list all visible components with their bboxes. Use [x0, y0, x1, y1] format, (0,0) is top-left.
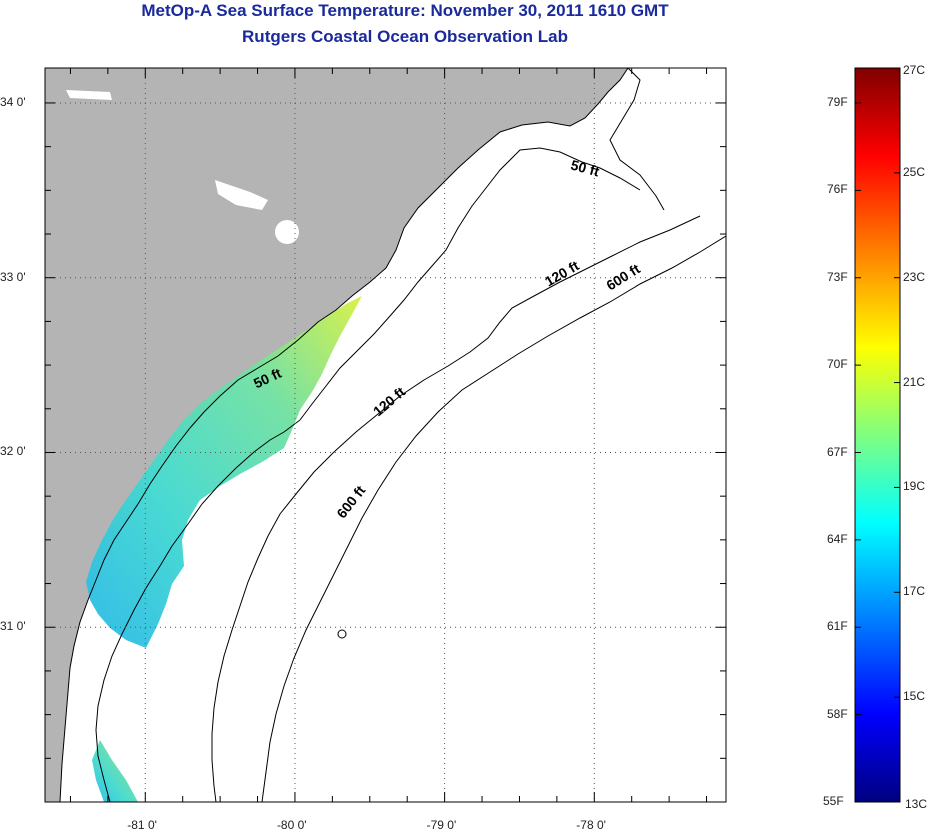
lat-tick-label: 34 0' — [0, 94, 26, 109]
map-subtitle: Rutgers Coastal Ocean Observation Lab — [242, 27, 568, 46]
colorbar-f-label: 70F — [827, 357, 848, 372]
lon-tick-label: -79 0' — [426, 818, 457, 832]
isobath-600ft — [261, 235, 726, 802]
colorbar-f-label: 64F — [827, 531, 848, 546]
colorbar-min-c: 13C — [905, 797, 928, 811]
colorbar-f-label: 76F — [827, 182, 848, 197]
colorbar-c-label: 21C — [903, 374, 926, 389]
colorbar-c-label: 25C — [903, 164, 926, 179]
isobath-50ft — [299, 147, 641, 421]
colorbar-f-label: 61F — [827, 619, 848, 634]
inland-lake — [215, 180, 268, 210]
map-frame — [44, 67, 727, 803]
lon-tick-label: -81 0' — [127, 818, 157, 832]
colorbar-c-label: 19C — [903, 479, 926, 494]
inland-lake — [66, 90, 112, 100]
colorbar-ticks — [855, 102, 900, 803]
axis-ticks — [45, 68, 726, 802]
lat-tick-label: 32 0' — [0, 444, 26, 459]
contour-label: 50 ft — [569, 157, 601, 180]
isobath-120ft — [211, 215, 701, 802]
graticule — [45, 68, 726, 802]
colorbar-f-label: 79F — [827, 95, 848, 109]
land-area — [45, 68, 628, 802]
lon-tick-label: -78 0' — [576, 818, 606, 832]
map-title: MetOp-A Sea Surface Temperature: Novembe… — [141, 1, 669, 20]
colorbar-c-label: 17C — [903, 584, 926, 599]
isobath-50ft — [95, 419, 301, 802]
colorbar-f-label: 58F — [827, 706, 848, 721]
sst-data-band — [86, 296, 362, 648]
cape-land — [609, 68, 665, 211]
lat-tick-label: 31 0' — [0, 619, 26, 634]
lat-tick-label: 33 0' — [0, 269, 26, 284]
colorbar-f-label: 55F — [823, 794, 844, 808]
colorbar — [854, 67, 901, 803]
coastline — [59, 68, 629, 802]
colorbar-max-c: 27C — [903, 63, 926, 77]
inland-lake — [275, 220, 299, 244]
sst-data-band-south — [92, 740, 138, 802]
colorbar-f-label: 73F — [827, 269, 848, 284]
lon-tick-label: -80 0' — [276, 818, 307, 832]
colorbar-c-label: 15C — [903, 689, 926, 704]
colorbar-c-label: 23C — [903, 269, 926, 284]
colorbar-f-label: 67F — [827, 444, 848, 459]
seamount-contour — [337, 629, 347, 639]
